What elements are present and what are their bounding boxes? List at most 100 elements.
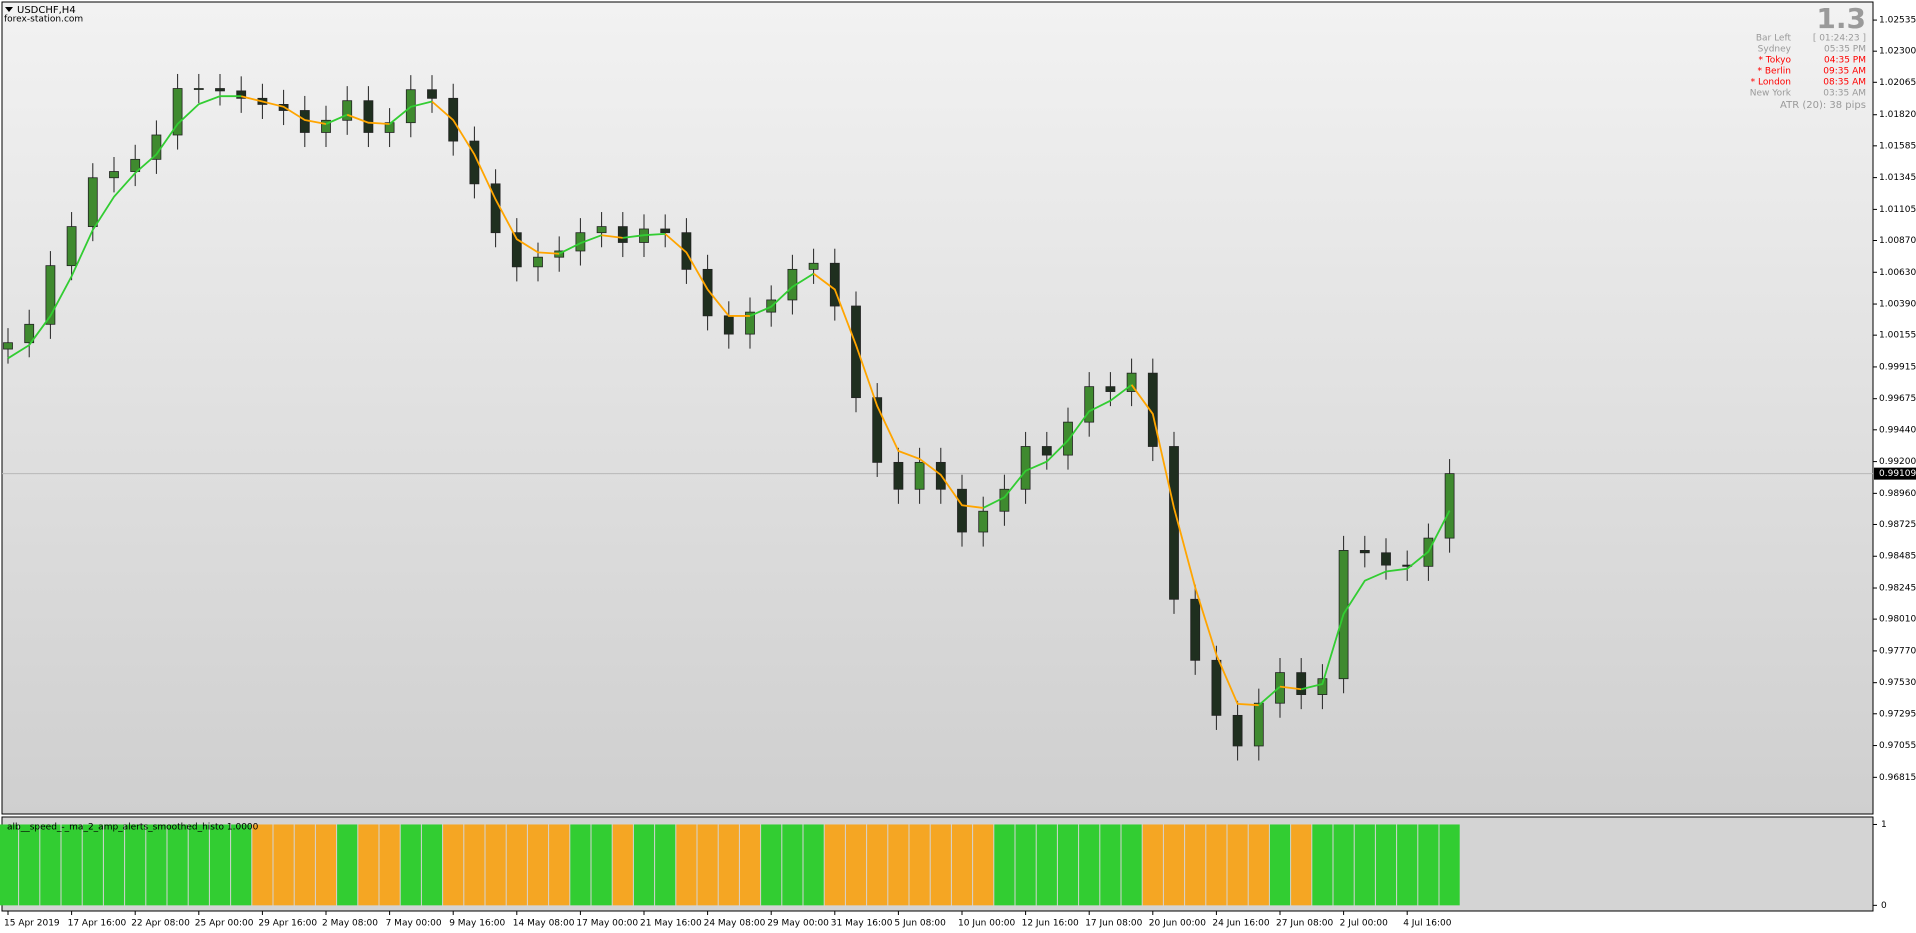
x-tick-label: 10 Jun 00:00 [958,919,1015,929]
y-tick-label: 1.01820 [1879,110,1916,120]
histogram-bar [527,824,549,906]
moving-average [1279,685,1302,691]
y-tick-label: 0.99200 [1879,457,1916,467]
candle-body [1041,446,1052,456]
candle-body [45,265,56,325]
info-label: Sydney [1758,45,1792,55]
histogram-bar [1354,824,1375,906]
y-tick-label: 0.97530 [1879,678,1916,688]
x-tick-label: 22 Apr 08:00 [131,919,190,929]
histogram-bar [739,824,761,906]
candle-body [851,305,861,399]
candle-body [1020,446,1031,490]
y-tick-label: 1.02300 [1879,47,1916,57]
histogram-bar [1206,824,1227,906]
candle-body [617,226,628,243]
histogram-bar [294,824,315,906]
y-tick-label: 0.98245 [1879,584,1916,594]
info-value: 09:35 AM [1823,67,1866,77]
histogram-bar [252,824,273,906]
candle-body [660,228,671,234]
histogram-bar [633,824,655,906]
candle-body [723,315,734,335]
histogram-bar [1248,824,1269,906]
last-price-label: 0.99109 [1879,469,1916,479]
hist-y-tick-label: 1 [1881,820,1887,830]
histogram-bar [697,824,718,906]
histogram-bar [591,824,612,906]
moving-average [982,384,1133,509]
histogram-bar [1333,824,1354,906]
x-tick-label: 2 May 08:00 [322,919,378,929]
candle-body [321,119,331,133]
moving-average [558,234,602,255]
histogram-bar [761,824,782,906]
histogram-bar [973,824,994,906]
candle-body [130,158,141,172]
histogram-bar [1375,824,1397,906]
candle-body [24,323,35,344]
y-tick-label: 1.02535 [1879,16,1916,26]
y-tick-label: 1.01345 [1879,173,1916,183]
histogram-bar [1036,824,1057,906]
candle-body [87,177,98,228]
candle-body [596,226,607,234]
x-tick-label: 29 May 00:00 [767,919,829,929]
x-tick-label: 17 Jun 08:00 [1085,919,1142,929]
x-tick-label: 12 Jun 16:00 [1022,919,1079,929]
moving-average [431,100,560,255]
candle-body [1211,659,1222,716]
candle-body [151,134,162,160]
x-tick-label: 27 Jun 08:00 [1276,919,1333,929]
x-tick-label: 29 Apr 16:00 [258,919,317,929]
y-tick-label: 0.98485 [1879,552,1916,562]
histogram-bar [146,824,167,906]
candle-body [172,88,183,136]
x-tick-label: 17 Apr 16:00 [68,919,127,929]
histogram-bar [358,824,379,906]
candle-body [1232,714,1243,747]
histogram-bar [103,824,125,906]
histogram-bar [1185,824,1206,906]
histogram-bar [1121,824,1142,906]
y-tick-label: 0.98725 [1879,520,1916,530]
histogram-bar [1015,824,1036,906]
candle-body [893,461,904,490]
y-tick-label: 1.01585 [1879,141,1916,151]
moving-average [1300,510,1451,691]
histogram-bar [464,824,485,906]
info-value: 03:35 AM [1823,89,1866,99]
histogram-bar [824,824,845,906]
candle-body [363,100,374,133]
x-tick-label: 31 May 16:00 [831,919,893,929]
moving-average [389,100,433,125]
candle-body [957,488,967,533]
candle-body [1063,421,1073,456]
x-tick-label: 25 Apr 00:00 [195,919,254,929]
moving-average [1130,384,1259,707]
candle-body [427,89,437,99]
x-tick-label: 4 Jul 16:00 [1403,919,1452,929]
candle-body [1359,550,1370,554]
atr-label: ATR (20): 38 pips [1780,100,1866,111]
moving-average [601,234,623,239]
moving-average [1258,685,1281,706]
histogram-bar [782,824,803,906]
moving-average [813,272,984,509]
histogram-bar [1291,824,1312,906]
info-label: Bar Left [1756,34,1792,44]
y-tick-label: 0.99675 [1879,394,1916,404]
histogram-bar [485,824,506,906]
histogram-bar [125,824,146,906]
histogram-bar [1079,824,1100,906]
histogram-bar [718,824,739,906]
chart-subtitle: forex-station.com [4,15,83,25]
histogram-bar [612,824,633,906]
version-label: 1.3 [1816,2,1866,35]
histogram-bar [188,824,209,906]
info-label: * Tokyo [1758,56,1791,66]
x-tick-label: 24 Jun 16:00 [1212,919,1269,929]
y-tick-label: 0.96815 [1879,773,1916,783]
histogram-bar [40,824,61,906]
moving-average [622,232,666,239]
